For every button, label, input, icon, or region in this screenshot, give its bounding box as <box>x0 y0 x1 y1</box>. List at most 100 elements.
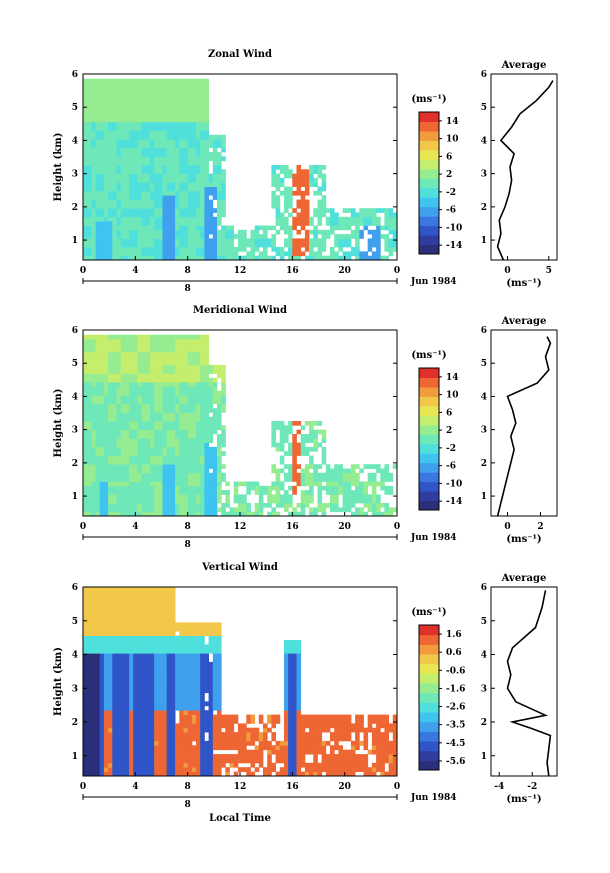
heatmap-cell <box>116 356 122 361</box>
heatmap-cell <box>95 247 101 252</box>
heatmap-cell <box>95 758 101 764</box>
heatmap-cell <box>158 412 163 418</box>
heatmap-cell <box>124 104 130 110</box>
heatmap-cell <box>133 390 138 396</box>
heatmap-cell <box>108 195 113 200</box>
heatmap-cell <box>116 238 122 244</box>
heatmap-cell <box>120 670 126 676</box>
heatmap-cell <box>133 369 138 374</box>
heatmap-cell <box>279 429 285 435</box>
colorbar-tick-label: -6 <box>446 206 456 216</box>
heatmap-cell <box>103 727 109 733</box>
heatmap-cell <box>141 679 147 685</box>
heatmap-cell <box>133 648 138 654</box>
heatmap-cell <box>124 705 130 711</box>
heatmap-cell <box>137 771 142 777</box>
heatmap-cell <box>112 485 117 491</box>
heatmap-cell <box>237 507 243 513</box>
heatmap-cell <box>170 604 176 610</box>
heatmap-cell <box>179 121 184 127</box>
heatmap-cell <box>170 732 176 737</box>
heatmap-cell <box>133 640 138 645</box>
heatmap-cell <box>158 503 163 508</box>
heatmap-cell <box>321 255 327 261</box>
colorbar-swatch <box>419 386 439 397</box>
heatmap-cell <box>166 434 172 439</box>
heatmap-cell <box>170 749 176 755</box>
heatmap-cell <box>120 104 126 110</box>
heatmap-cell <box>187 156 193 162</box>
heatmap-cell <box>292 421 297 426</box>
heatmap-cell <box>108 178 113 183</box>
heatmap-cell <box>204 485 209 491</box>
heatmap-cell <box>103 604 109 610</box>
heatmap-cell <box>179 377 184 383</box>
heatmap-cell <box>87 661 92 667</box>
heatmap-cell <box>124 91 130 97</box>
heatmap-cell <box>129 679 134 685</box>
heatmap-cell <box>196 216 201 222</box>
heatmap-cell <box>99 490 105 495</box>
heatmap-cell <box>179 503 184 508</box>
colorbar-swatch <box>419 130 439 141</box>
heatmap-cell <box>103 653 109 658</box>
heatmap-cell <box>196 434 201 439</box>
heatmap-cell <box>158 403 163 409</box>
heatmap-cell <box>158 666 163 672</box>
heatmap-cell <box>83 692 88 698</box>
heatmap-cell <box>162 377 168 383</box>
heatmap-cell <box>175 339 180 344</box>
heatmap-cell <box>108 134 113 140</box>
heatmap-cell <box>137 587 142 593</box>
heatmap-cell <box>212 771 218 777</box>
heatmap-cell <box>162 160 168 166</box>
heatmap-cell <box>154 481 159 487</box>
heatmap-cell <box>196 386 201 392</box>
heatmap-cell <box>158 705 163 711</box>
heatmap-cell <box>124 351 130 357</box>
heatmap-cell <box>204 459 209 465</box>
heatmap-cell <box>355 477 360 482</box>
heatmap-cell <box>150 507 155 513</box>
heatmap-cell <box>183 186 189 192</box>
heatmap-cell <box>166 113 172 118</box>
heatmap-cell <box>292 455 297 461</box>
heatmap-cell <box>103 661 109 667</box>
heatmap-cell <box>367 229 373 235</box>
heatmap-cell <box>208 386 214 392</box>
heatmap-cell <box>137 438 142 443</box>
heatmap-cell <box>187 434 193 439</box>
heatmap-cell <box>99 464 105 469</box>
heatmap-cell <box>229 247 235 252</box>
heatmap-cell <box>108 459 113 465</box>
heatmap-cell <box>137 369 142 374</box>
heatmap-cell <box>99 503 105 508</box>
heatmap-cell <box>158 87 163 92</box>
heatmap-cell <box>279 468 285 474</box>
heatmap-cell <box>124 604 130 610</box>
heatmap-cell <box>150 442 155 448</box>
heatmap-cell <box>233 490 239 495</box>
heatmap-cell <box>204 648 209 654</box>
heatmap-cell <box>279 190 285 196</box>
heatmap-cell <box>166 758 172 764</box>
heatmap-cell <box>196 626 201 632</box>
heatmap-cell <box>154 126 159 131</box>
heatmap-cell <box>141 613 147 619</box>
heatmap-cell <box>83 648 88 654</box>
heatmap-cell <box>137 434 142 439</box>
heatmap-cell <box>384 507 389 513</box>
heatmap-cell <box>145 705 151 711</box>
heatmap-cell <box>129 108 134 114</box>
heatmap-cell <box>116 229 122 235</box>
heatmap-cell <box>196 468 201 474</box>
heatmap-cell <box>95 203 101 209</box>
heatmap-cell <box>242 503 247 508</box>
heatmap-cell <box>217 507 222 513</box>
heatmap-cell <box>196 754 201 759</box>
heatmap-cell <box>204 134 209 140</box>
heatmap-cell <box>237 494 243 500</box>
heatmap-cell <box>112 104 117 110</box>
heatmap-cell <box>87 503 92 508</box>
heatmap-cell <box>124 208 130 213</box>
